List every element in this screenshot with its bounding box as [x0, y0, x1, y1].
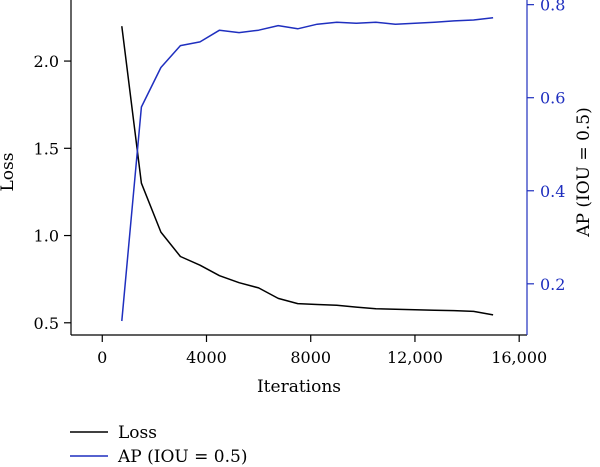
y-left-tick-label: 1.5	[34, 139, 59, 158]
y-right-tick-label: 0.2	[540, 275, 565, 294]
x-tick-label: 0	[97, 348, 107, 367]
x-tick-label: 12,000	[387, 348, 443, 367]
y-right-tick-label: 0.6	[540, 89, 565, 108]
series-line-ap	[121, 16, 494, 322]
axes	[70, 0, 528, 336]
x-tick-label: 4000	[186, 348, 227, 367]
y-left-tick-label: 1.0	[34, 227, 59, 246]
x-axis-label: Iterations	[257, 377, 341, 397]
left-axis-label: Loss	[0, 153, 18, 192]
y-right-tick-label: 0.8	[540, 0, 565, 15]
legend-label-loss: Loss	[118, 423, 157, 443]
legend: Loss AP (IOU = 0.5)	[70, 423, 247, 467]
y-right-tick-label: 0.4	[540, 182, 565, 201]
series-line-loss	[121, 26, 494, 316]
series-layer	[121, 16, 494, 322]
x-tick-label: 16,000	[491, 348, 547, 367]
y-left-tick-label: 0.5	[34, 314, 59, 333]
ticks: 0 4000 8000 12,000 16,000 0.5 1.0 1.5 2.0 0.2 0.4 0…	[34, 0, 566, 367]
x-tick-label: 8000	[290, 348, 331, 367]
right-axis-label: AP (IOU = 0.5)	[574, 107, 594, 237]
y-left-tick-label: 2.0	[34, 52, 59, 71]
legend-label-ap: AP (IOU = 0.5)	[117, 447, 247, 467]
